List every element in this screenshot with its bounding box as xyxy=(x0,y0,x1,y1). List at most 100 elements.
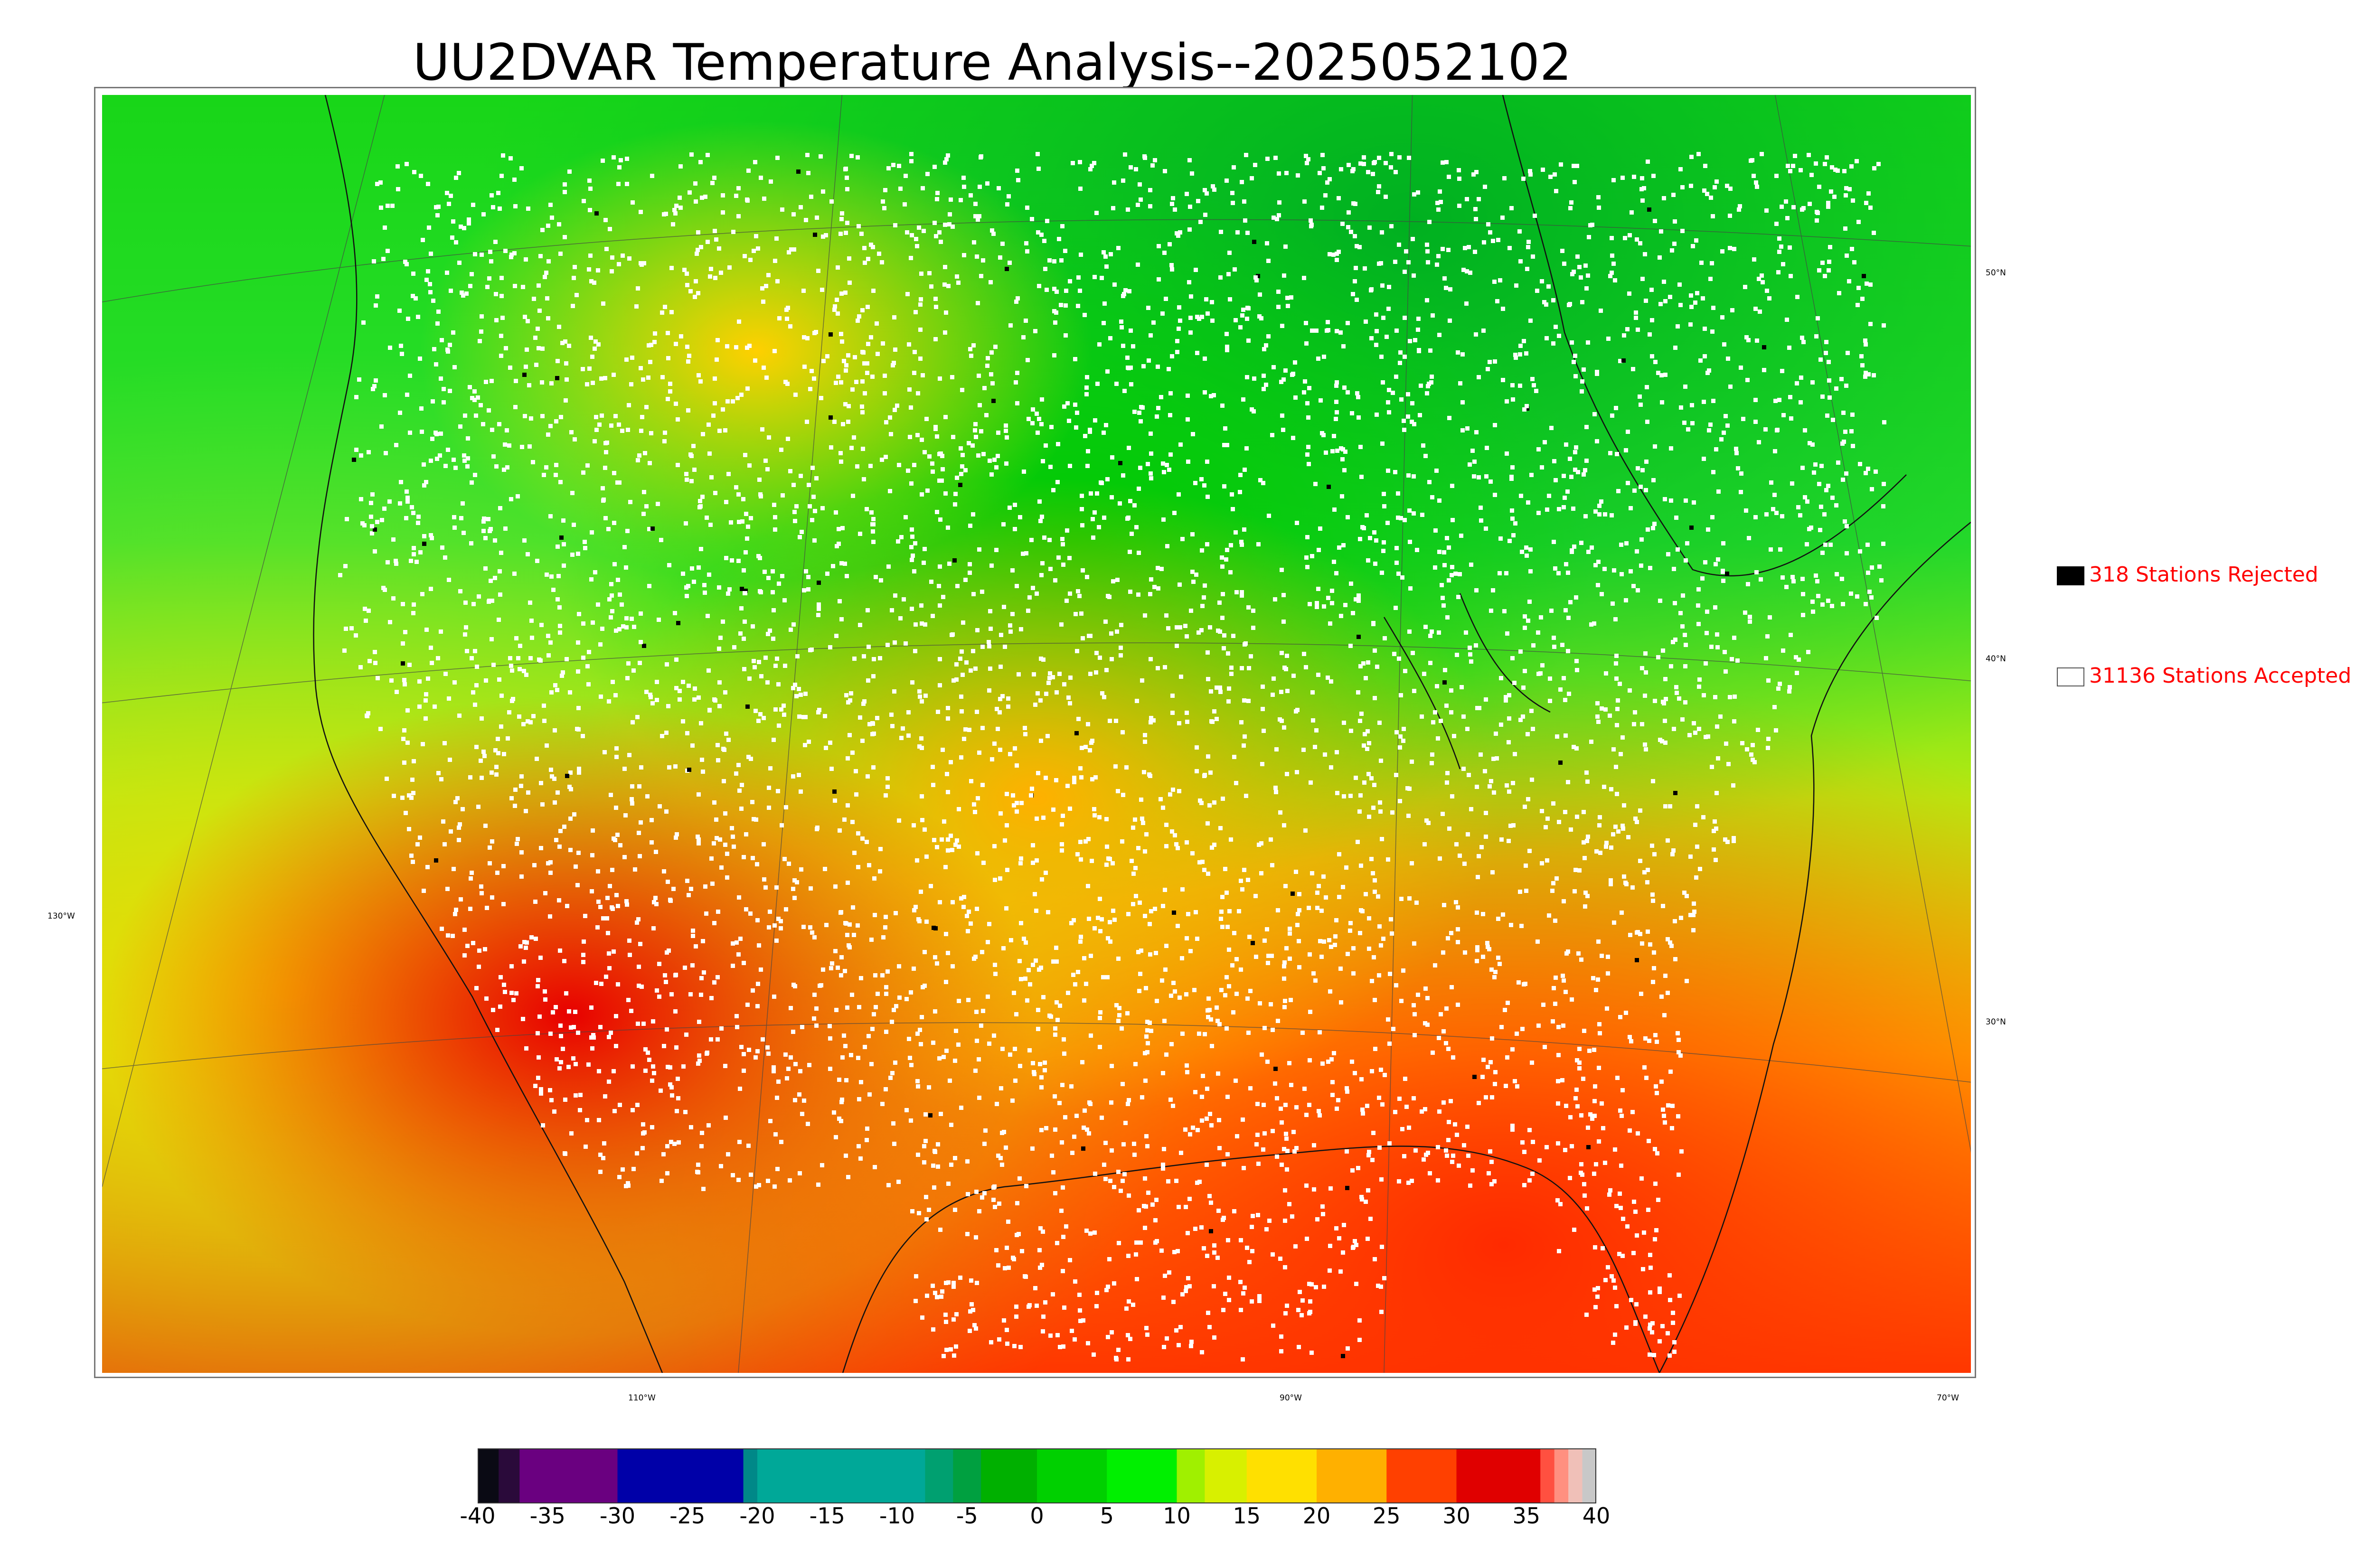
accepted-station-marker xyxy=(1283,1311,1288,1315)
accepted-station-marker xyxy=(1180,1292,1185,1296)
accepted-station-marker xyxy=(1513,752,1517,756)
accepted-station-marker xyxy=(969,193,973,197)
accepted-station-marker xyxy=(473,703,477,707)
rejected-station-marker xyxy=(1081,1146,1085,1151)
accepted-station-marker xyxy=(510,699,514,703)
accepted-station-marker xyxy=(1338,330,1343,335)
accepted-station-marker xyxy=(485,906,489,910)
accepted-station-marker xyxy=(956,1042,961,1047)
accepted-station-marker xyxy=(944,932,948,936)
accepted-station-marker xyxy=(1234,590,1239,594)
accepted-station-marker xyxy=(725,399,730,404)
accepted-station-marker xyxy=(1144,1134,1149,1138)
accepted-station-marker xyxy=(707,668,711,673)
accepted-station-marker xyxy=(1259,841,1263,845)
accepted-station-marker xyxy=(768,910,772,914)
accepted-station-marker xyxy=(713,491,717,495)
accepted-station-marker xyxy=(1648,332,1652,337)
accepted-station-marker xyxy=(503,990,507,994)
accepted-station-marker xyxy=(1317,548,1321,552)
accepted-station-marker xyxy=(1304,341,1309,346)
accepted-station-marker xyxy=(1112,1185,1116,1189)
accepted-station-marker xyxy=(1670,1126,1674,1130)
accepted-station-marker xyxy=(1677,1294,1682,1298)
accepted-station-marker xyxy=(545,743,549,748)
accepted-station-marker xyxy=(483,947,487,951)
accepted-station-marker xyxy=(1133,866,1138,870)
accepted-station-marker xyxy=(672,208,677,212)
accepted-station-marker xyxy=(1244,446,1249,451)
accepted-station-marker xyxy=(631,1167,636,1171)
accepted-station-marker xyxy=(906,733,911,738)
accepted-station-marker xyxy=(458,822,462,826)
accepted-station-marker xyxy=(1479,506,1483,510)
accepted-station-marker xyxy=(1225,178,1229,183)
accepted-station-marker xyxy=(1653,1033,1658,1037)
accepted-station-marker xyxy=(1575,668,1579,672)
accepted-station-marker xyxy=(910,1209,914,1213)
accepted-station-marker xyxy=(812,538,817,543)
accepted-station-marker xyxy=(738,1087,742,1091)
accepted-station-marker xyxy=(572,523,576,527)
accepted-station-marker xyxy=(838,232,843,236)
accepted-station-marker xyxy=(1646,160,1650,164)
accepted-station-marker xyxy=(1078,939,1083,944)
accepted-station-marker xyxy=(1678,611,1683,615)
accepted-station-marker xyxy=(1455,653,1459,657)
accepted-station-marker xyxy=(953,1059,957,1063)
accepted-station-marker xyxy=(562,542,566,546)
accepted-station-marker xyxy=(1382,492,1386,496)
accepted-station-marker xyxy=(1035,817,1039,821)
accepted-station-marker xyxy=(794,694,799,698)
accepted-station-marker xyxy=(978,403,982,407)
accepted-station-marker xyxy=(673,764,678,769)
accepted-station-marker xyxy=(1087,1131,1091,1136)
accepted-station-marker xyxy=(1275,1155,1279,1159)
accepted-station-marker xyxy=(1815,579,1819,583)
accepted-station-marker xyxy=(1659,229,1663,234)
accepted-station-marker xyxy=(533,900,537,904)
accepted-station-marker xyxy=(1355,244,1359,248)
accepted-station-marker xyxy=(1446,936,1450,940)
accepted-station-marker xyxy=(664,809,669,814)
accepted-station-marker xyxy=(884,793,888,798)
accepted-station-marker xyxy=(725,344,729,348)
accepted-station-marker xyxy=(1004,1145,1008,1150)
accepted-station-marker xyxy=(862,477,866,481)
accepted-station-marker xyxy=(1294,870,1298,874)
accepted-station-marker xyxy=(890,1071,895,1075)
accepted-station-marker xyxy=(1245,1246,1249,1250)
accepted-station-marker xyxy=(1349,582,1353,586)
accepted-station-marker xyxy=(1130,859,1134,863)
accepted-station-marker xyxy=(1776,270,1780,274)
accepted-station-marker xyxy=(1246,338,1251,343)
accepted-station-marker xyxy=(540,802,545,807)
accepted-station-marker xyxy=(668,1082,672,1087)
accepted-station-marker xyxy=(939,451,943,456)
accepted-station-marker xyxy=(1435,684,1439,688)
accepted-station-marker xyxy=(443,464,448,468)
accepted-station-marker xyxy=(937,479,942,483)
accepted-station-marker xyxy=(1143,733,1147,737)
accepted-station-marker xyxy=(836,966,840,970)
accepted-station-marker xyxy=(602,1141,606,1145)
accepted-station-marker xyxy=(1648,1323,1652,1327)
accepted-station-marker xyxy=(1059,622,1064,627)
accepted-station-marker xyxy=(1149,716,1153,720)
accepted-station-marker xyxy=(536,984,540,988)
accepted-station-marker xyxy=(844,1154,848,1158)
accepted-station-marker xyxy=(707,573,711,577)
accepted-station-marker xyxy=(913,350,917,354)
accepted-station-marker xyxy=(1198,798,1202,803)
accepted-station-marker xyxy=(1104,423,1108,427)
accepted-station-marker xyxy=(589,1005,594,1010)
accepted-station-marker xyxy=(1334,918,1338,922)
accepted-station-marker xyxy=(881,341,885,346)
accepted-station-marker xyxy=(1111,861,1115,865)
accepted-station-marker xyxy=(449,289,453,293)
accepted-station-marker xyxy=(1106,1335,1110,1339)
accepted-station-marker xyxy=(499,724,503,729)
accepted-station-marker xyxy=(1283,884,1288,888)
accepted-station-marker xyxy=(586,682,591,686)
rejected-station-marker xyxy=(1621,358,1626,363)
